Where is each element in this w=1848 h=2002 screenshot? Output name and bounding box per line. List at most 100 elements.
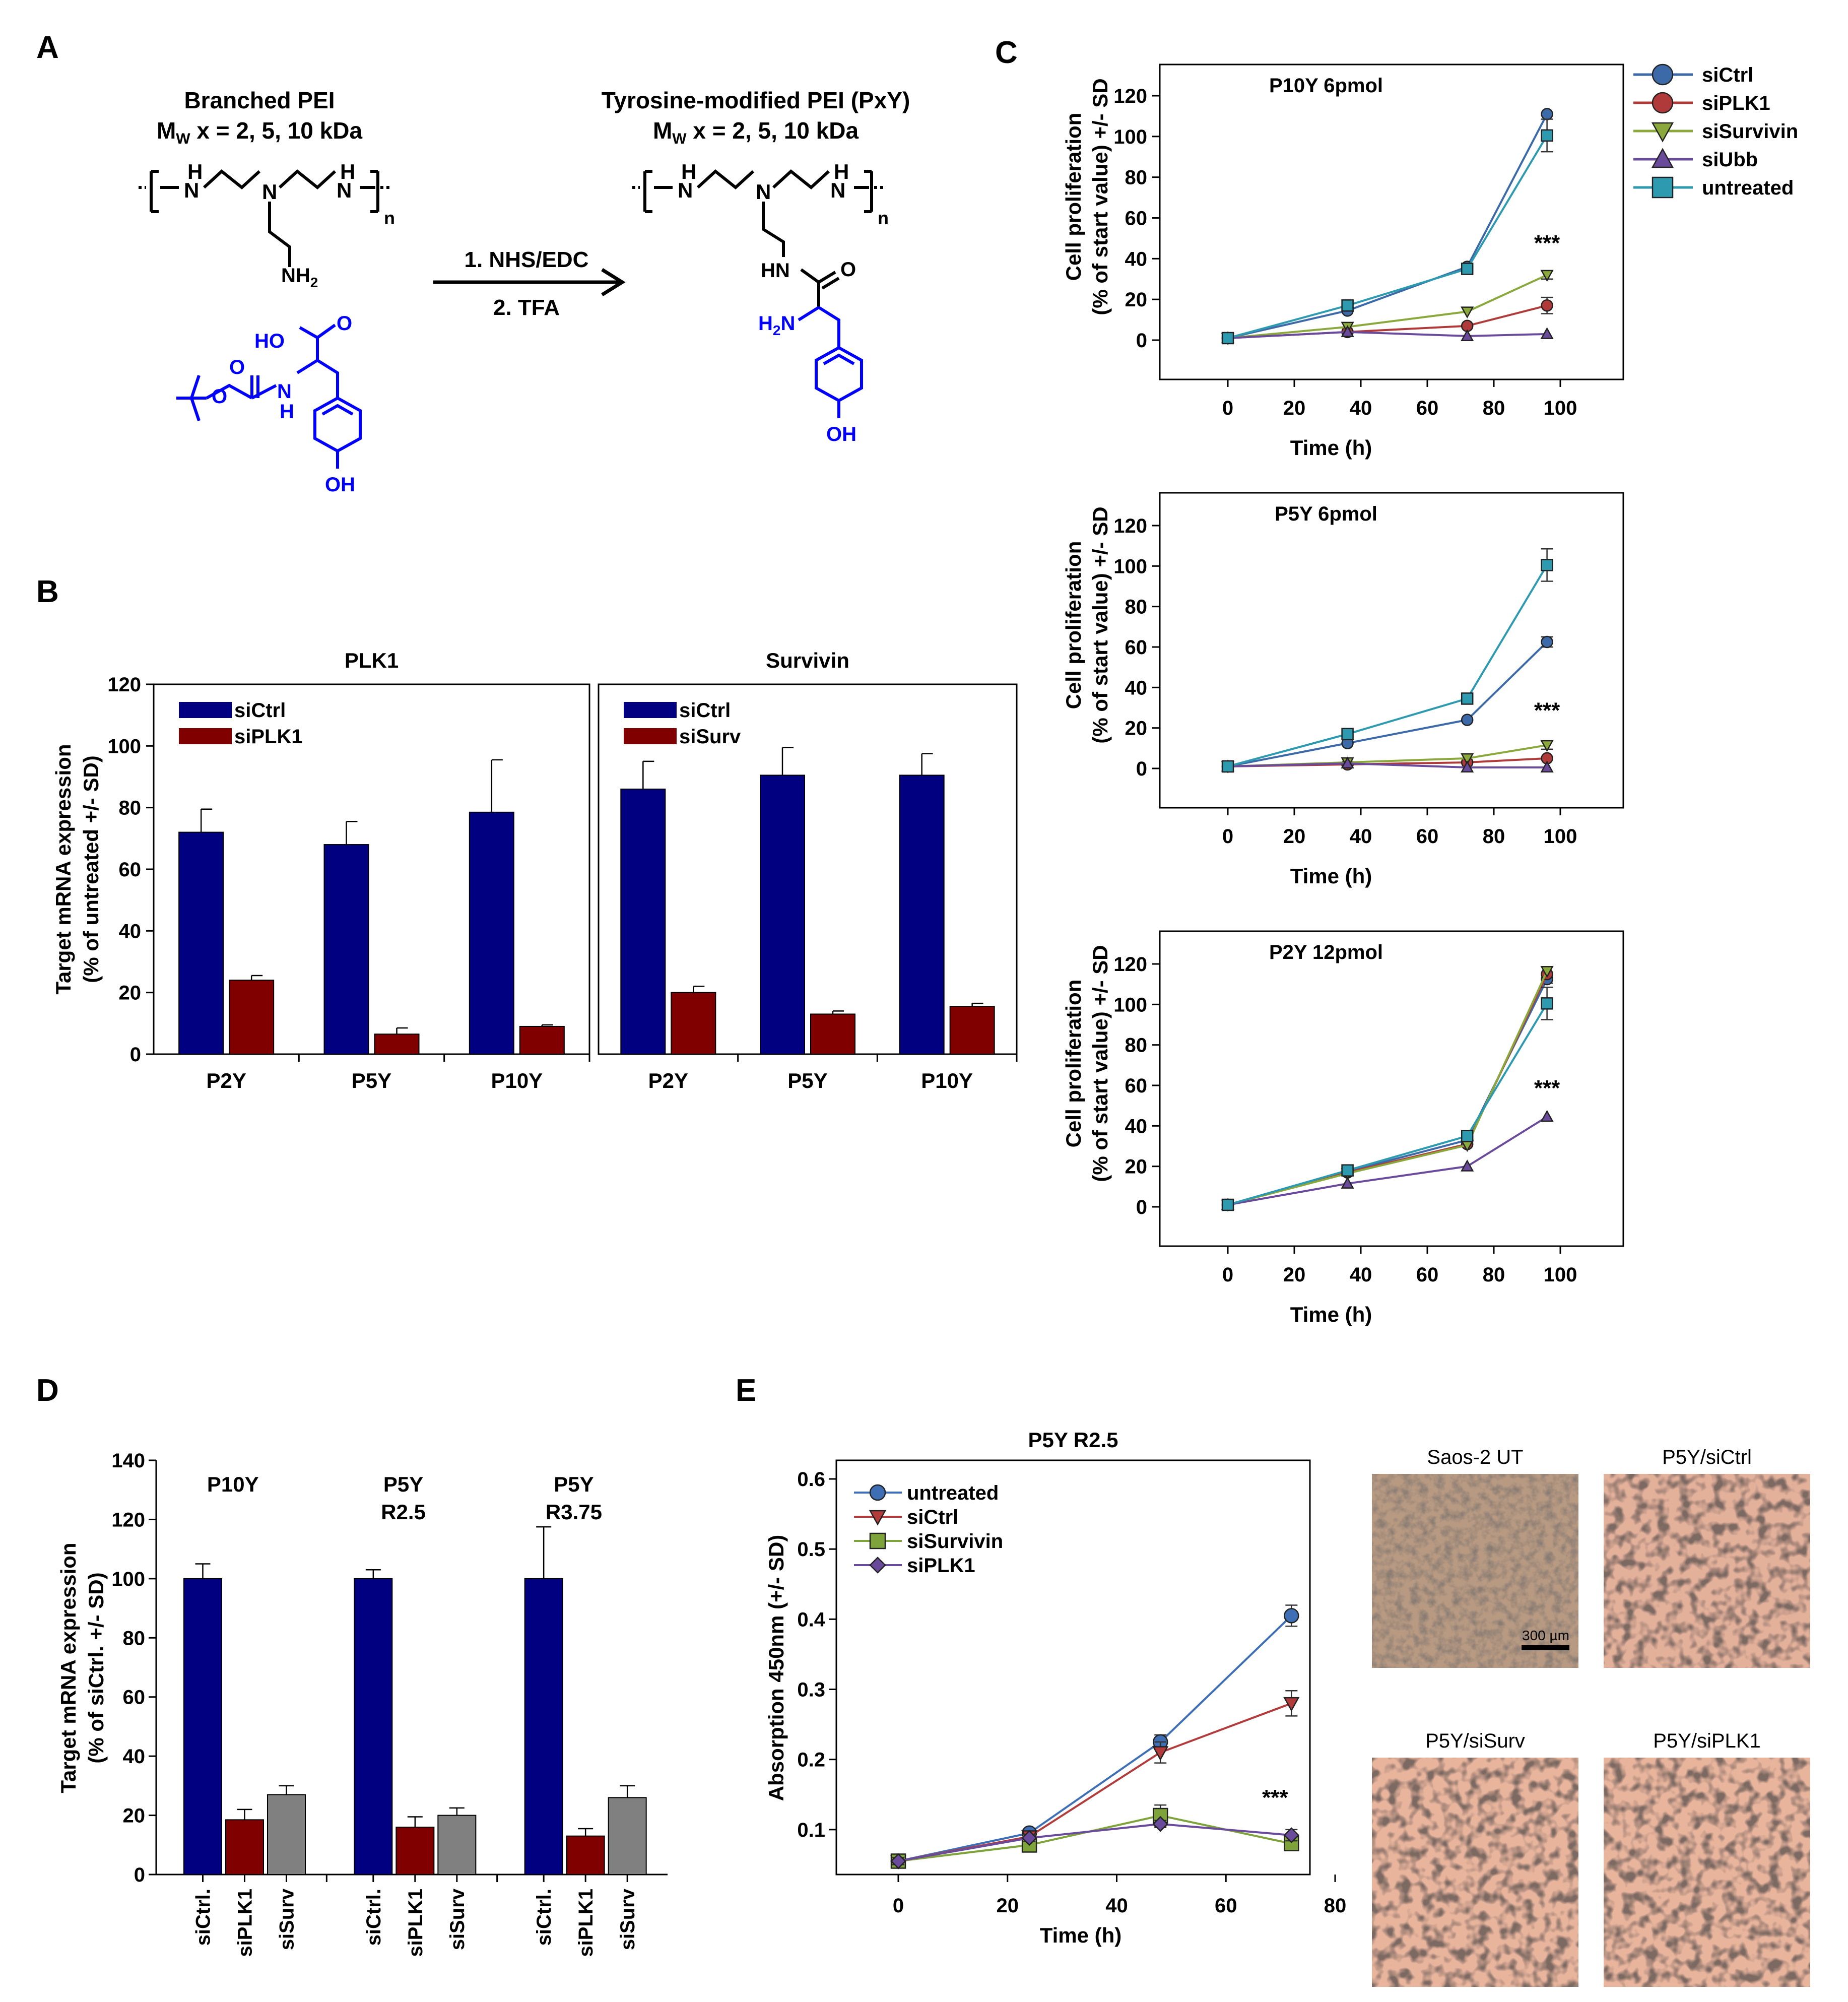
b-x-tick-label: P5Y — [352, 1069, 391, 1092]
chart-b: 0 20 40 60 80 100 120 Target mRNA expression (% … — [51, 649, 1018, 1092]
atom-n2: N — [262, 180, 277, 204]
tyrosine-sidechain — [798, 306, 863, 418]
d-bar-label: siCtrl. — [192, 1889, 215, 1946]
data-point — [1341, 1164, 1354, 1177]
branched-pei-title: Branched PEI — [184, 87, 335, 113]
amine-h2n: H2N — [758, 312, 795, 338]
b-legend-swatch — [624, 728, 677, 744]
c-x-tick-label: 0 — [1222, 1264, 1233, 1286]
data-point — [1652, 63, 1674, 86]
b-legend-label: siSurv — [679, 726, 741, 748]
repeat-n-left: n — [384, 208, 395, 228]
b-x-tick-label: P10Y — [491, 1069, 543, 1092]
series-line — [1227, 113, 1548, 339]
atom-h4: H — [834, 160, 849, 183]
c-y-tick-label: 0 — [1136, 758, 1147, 780]
micrograph-p5y-sictrl — [1604, 1474, 1810, 1668]
e-legend-label: untreated — [907, 1482, 999, 1504]
b-bar — [899, 774, 945, 1055]
data-point — [1540, 966, 1554, 978]
panel-label-c: C — [995, 35, 1018, 70]
c-y-tick-label: 60 — [1125, 1075, 1148, 1097]
d-bar — [566, 1835, 605, 1875]
data-point — [869, 1532, 886, 1549]
micrograph-title-siplk1: P5Y/siPLK1 — [1653, 1730, 1760, 1752]
series-line — [1227, 974, 1548, 1206]
c-y-tick-label: 100 — [1113, 126, 1147, 148]
d-bar — [395, 1827, 435, 1875]
boc-oh: OH — [325, 474, 355, 496]
d-y-tick-label: 140 — [111, 1450, 145, 1472]
b-y-tick-label: 40 — [119, 920, 142, 942]
d-bar — [437, 1815, 477, 1876]
series-line — [1227, 1003, 1548, 1206]
c-x-tick-label: 40 — [1350, 397, 1372, 419]
b-y-label-line1: Target mRNA expression — [51, 744, 75, 994]
c-y-tick-label: 100 — [1113, 994, 1147, 1016]
b-legend-label: siCtrl — [679, 699, 731, 722]
panel-label-d: D — [36, 1373, 59, 1408]
d-y-tick-label: 60 — [123, 1687, 146, 1709]
data-point — [1341, 728, 1354, 740]
data-point — [1652, 176, 1674, 199]
c-x-tick-label: 40 — [1350, 825, 1372, 848]
b-y-tick-label: 120 — [107, 674, 141, 696]
scale-bar-label: 300 µm — [1522, 1628, 1569, 1643]
micrograph-title-sisurv: P5Y/siSurv — [1425, 1730, 1525, 1752]
c-chart-title: P10Y 6pmol — [1269, 75, 1383, 97]
data-point — [1152, 1816, 1168, 1832]
d-bar-label: siSurv — [617, 1888, 639, 1950]
c-frame — [1159, 63, 1624, 380]
d-y-tick-label: 100 — [111, 1568, 145, 1590]
atom-h3: H — [681, 160, 696, 183]
data-point — [1461, 753, 1474, 765]
c-y-tick-label: 80 — [1125, 596, 1148, 618]
c-y-tick-label: 60 — [1125, 636, 1148, 659]
data-point — [1541, 559, 1553, 571]
c-x-tick-label: 60 — [1416, 825, 1439, 848]
data-point — [1461, 306, 1474, 318]
micrograph-grid: Saos-2 UT P5Y/siCtrl P5Y/siSurv P5Y/siPL… — [1372, 1446, 1810, 1987]
boc-tyrosine-structure — [176, 324, 362, 469]
micrograph-saos2-ut — [1372, 1474, 1578, 1668]
c-y-label-line2: (% of start value) +/- SD — [1088, 506, 1112, 743]
c-x-tick-label: 80 — [1483, 825, 1505, 848]
c-y-label-line1: Cell proliferation — [1062, 113, 1085, 281]
tyr-oh: OH — [826, 423, 856, 445]
c-chart-title: P2Y 12pmol — [1269, 941, 1383, 963]
significance-marker: *** — [1534, 231, 1560, 255]
pei-structure — [139, 169, 390, 267]
c-x-tick-label: 100 — [1544, 825, 1577, 848]
data-point — [1283, 1697, 1300, 1712]
b-x-tick-label: P2Y — [206, 1069, 246, 1092]
c-legend-label: siUbb — [1702, 149, 1758, 171]
e-y-tick-label: 0.6 — [797, 1468, 825, 1491]
data-point — [1283, 1827, 1300, 1843]
c-legend-label: siSurvivin — [1702, 120, 1798, 143]
reaction-scheme: Branched PEI MW x = 2, 5, 10 kDa Tyrosin… — [139, 87, 910, 496]
data-point — [1341, 325, 1354, 337]
d-bar — [225, 1819, 264, 1876]
d-bar — [267, 1794, 306, 1875]
b-legend-label: siCtrl — [234, 699, 286, 722]
tyrosine-pei-title: Tyrosine-modified PEI (PxY) — [602, 87, 910, 113]
data-point — [1461, 714, 1474, 726]
atom-h1: H — [187, 160, 203, 183]
c-x-tick-label: 0 — [1222, 825, 1233, 848]
data-point — [1541, 997, 1553, 1010]
c-y-tick-label: 40 — [1125, 248, 1148, 270]
step2-text: 2. TFA — [493, 295, 560, 320]
c-x-tick-label: 60 — [1416, 1264, 1439, 1286]
c-chart-title: P5Y 6pmol — [1275, 503, 1377, 525]
data-point — [1341, 756, 1354, 769]
e-x-tick-label: 20 — [997, 1895, 1019, 1917]
boc-n: N — [277, 380, 292, 403]
c-x-tick-label: 80 — [1483, 1264, 1505, 1286]
e-series-line — [898, 1823, 1292, 1862]
c-y-tick-label: 80 — [1125, 167, 1148, 189]
data-point — [1540, 327, 1554, 339]
b-bar — [949, 1006, 995, 1055]
data-point — [890, 1853, 906, 1869]
data-point — [1461, 263, 1474, 275]
d-bar-label: siSurv — [276, 1888, 298, 1950]
